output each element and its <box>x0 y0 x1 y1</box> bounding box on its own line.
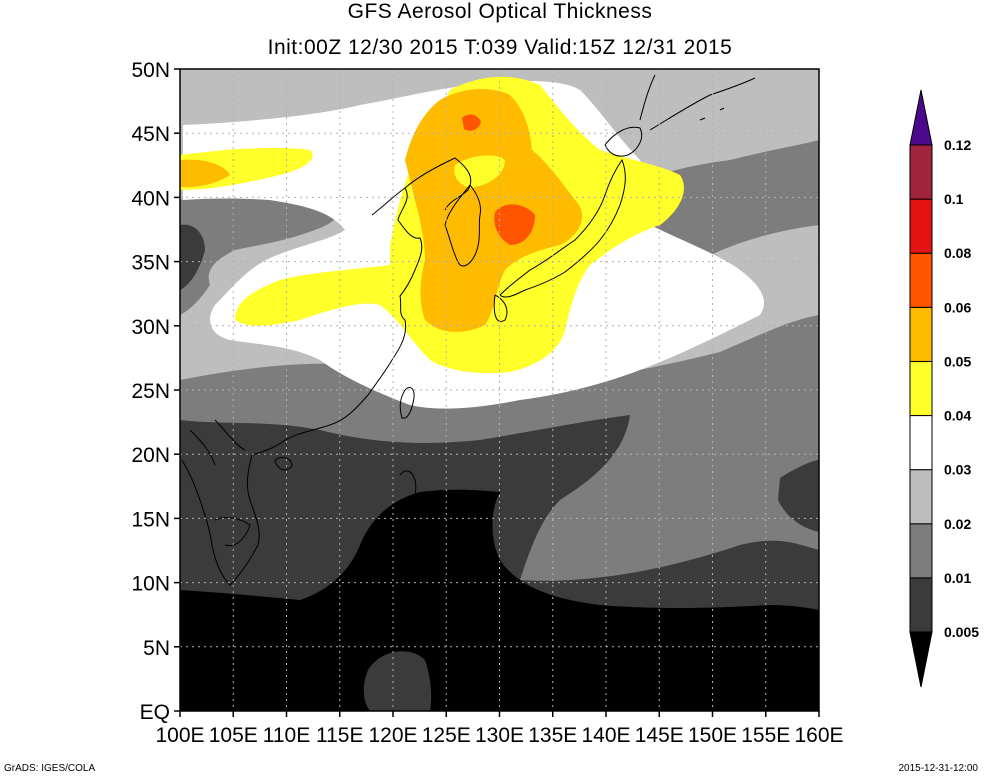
x-tick-label: 145E <box>635 724 684 747</box>
coast-bohai <box>404 157 472 211</box>
coast-china <box>251 187 423 456</box>
field-black <box>180 489 819 711</box>
field-medium-gray-ne <box>620 140 819 266</box>
y-tick-label: 10N <box>131 573 170 596</box>
axes: 100E 105E 110E 115E 120E 125E 130E 135E 140E 145E… <box>131 59 843 747</box>
colorbar-lower-triangle <box>909 631 933 688</box>
field-dark-gray-w <box>180 224 205 290</box>
y-tick-label: 30N <box>131 316 170 339</box>
y-tick-label: 25N <box>131 380 170 403</box>
coast-vietnam <box>181 454 260 586</box>
colorbar-label: 0.06 <box>944 299 971 315</box>
x-tick-label: 125E <box>422 724 471 747</box>
x-tick-label: 160E <box>794 724 843 747</box>
x-tick-label: 135E <box>528 724 577 747</box>
field-dark-gray-spot <box>689 224 728 249</box>
y-tick-label: 15N <box>131 508 170 531</box>
field-orange-w <box>180 159 230 188</box>
colorbar-segment <box>909 415 933 471</box>
colorbar-label: 0.005 <box>944 624 979 640</box>
y-tick-label: EQ <box>140 701 170 724</box>
field-red-orange <box>494 204 535 245</box>
map-subtitle: Init:00Z 12/30 2015 T:039 Valid:15Z 12/3… <box>267 36 733 59</box>
colorbar-segment <box>909 523 933 579</box>
colorbar-segment <box>909 469 933 525</box>
field-dark-gray-e <box>778 460 819 532</box>
field-dark-gray-south <box>363 651 432 711</box>
coast-taiwan <box>399 387 415 419</box>
colorbar-segment <box>909 360 933 417</box>
x-tick-label: 110E <box>263 724 311 747</box>
footer-date: 2015-12-31-12:00 <box>898 763 978 774</box>
coast-hainan <box>274 457 293 471</box>
colorbar-label: 0.01 <box>944 570 971 586</box>
x-tick-label: 155E <box>741 724 790 747</box>
colorbar-label: 0.05 <box>944 353 971 369</box>
colorbar-label: 0.02 <box>944 516 971 532</box>
field-orange <box>405 88 583 332</box>
y-tick-label: 40N <box>131 187 170 210</box>
border-sea <box>189 419 246 466</box>
colorbar-label: 0.08 <box>944 245 971 261</box>
colorbar-segment <box>909 198 933 254</box>
x-tick-label: 150E <box>688 724 737 747</box>
y-tick-label: 35N <box>131 252 170 275</box>
map-title: GFS Aerosol Optical Thickness <box>347 0 653 23</box>
colorbar-label: 0.12 <box>944 137 971 153</box>
coast-philippines <box>399 470 417 521</box>
y-tick-label: 5N <box>143 637 170 660</box>
x-tick-label: 115E <box>316 724 364 747</box>
gridlines <box>180 69 819 711</box>
y-tick-label: 20N <box>131 444 170 467</box>
colorbar-label: 0.1 <box>944 191 964 207</box>
colorbar: 0.005 0.01 0.02 0.03 0.04 0.05 0.06 0.08 0.1 0.12 <box>909 89 979 688</box>
y-tick-label: 45N <box>131 123 170 146</box>
field-yellow-hole <box>454 155 505 188</box>
colorbar-segment <box>909 306 933 362</box>
footer-credit: GrADS: IGES/COLA <box>4 763 96 774</box>
coast-sakhalin <box>639 74 656 121</box>
coast-korea <box>444 184 481 267</box>
y-tick-label: 50N <box>131 59 170 82</box>
coast-hokkaido <box>604 126 643 157</box>
colorbar-segment <box>909 144 933 200</box>
colorbar-label: 0.04 <box>944 408 971 424</box>
x-tick-label: 100E <box>155 724 204 747</box>
colorbar-upper-triangle <box>909 89 933 146</box>
coast-kamchatka-kurils <box>649 77 756 131</box>
colorbar-segment <box>909 252 933 308</box>
coast-kyushu <box>493 294 508 322</box>
colorbar-label: 0.03 <box>944 462 971 478</box>
colorbar-segment <box>909 577 933 633</box>
x-tick-label: 120E <box>368 724 417 747</box>
field-red-orange-n <box>462 114 481 131</box>
x-tick-label: 105E <box>209 724 258 747</box>
x-tick-label: 130E <box>475 724 524 747</box>
x-tick-label: 140E <box>581 724 630 747</box>
